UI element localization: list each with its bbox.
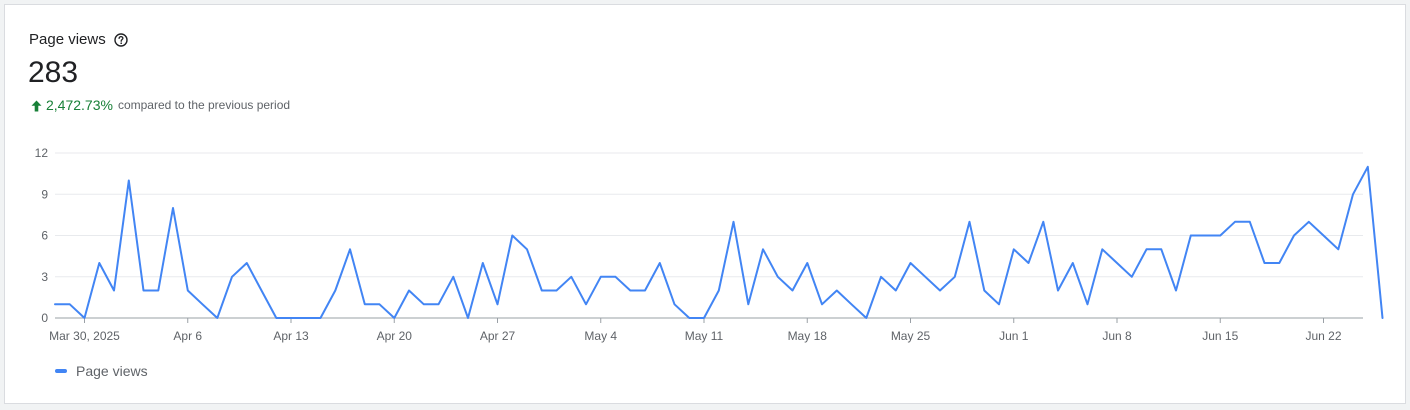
total-value: 283: [28, 56, 79, 89]
x-tick-label: May 4: [584, 329, 617, 343]
y-tick-label: 3: [41, 270, 48, 284]
x-tick-label: Apr 13: [273, 329, 309, 343]
card-title: Page views: [29, 31, 106, 48]
delta-percent: 2,472.73%: [46, 97, 113, 113]
y-tick-label: 6: [41, 229, 48, 243]
chart-legend[interactable]: Page views: [55, 363, 148, 379]
x-tick-label: Jun 1: [999, 329, 1029, 343]
x-tick-label: Jun 15: [1202, 329, 1238, 343]
x-tick-label: Apr 6: [173, 329, 202, 343]
legend-swatch: [55, 369, 67, 373]
x-tick-label: Apr 20: [377, 329, 413, 343]
card-header: Page views: [29, 31, 128, 48]
page-views-card: Page views 283 2,472.73% compared to the…: [4, 4, 1406, 404]
series-line-page-views: [54, 165, 1384, 319]
y-tick-label: 9: [41, 187, 48, 201]
help-circle-icon[interactable]: [114, 32, 128, 47]
x-tick-label: May 11: [685, 329, 724, 343]
delta-caption: compared to the previous period: [117, 98, 291, 112]
page-views-chart: 0 3 6 9 12 Mar 30, 2025 Apr 6 Apr 13 Apr 20 Apr 2…: [35, 146, 1384, 343]
x-tick-label: Jun 22: [1305, 329, 1341, 343]
x-tick-label: May 25: [891, 329, 931, 343]
legend-label: Page views: [76, 363, 148, 379]
y-tick-label: 12: [35, 146, 49, 160]
arrow-up-icon: [31, 99, 42, 112]
x-tick-label: Apr 27: [480, 329, 516, 343]
y-tick-label: 0: [41, 311, 48, 325]
comparison-row: 2,472.73% compared to the previous perio…: [31, 97, 290, 113]
x-tick-label: Jun 8: [1102, 329, 1132, 343]
x-tick-label: Mar 30, 2025: [49, 329, 120, 343]
x-tick-label: May 18: [788, 329, 828, 343]
